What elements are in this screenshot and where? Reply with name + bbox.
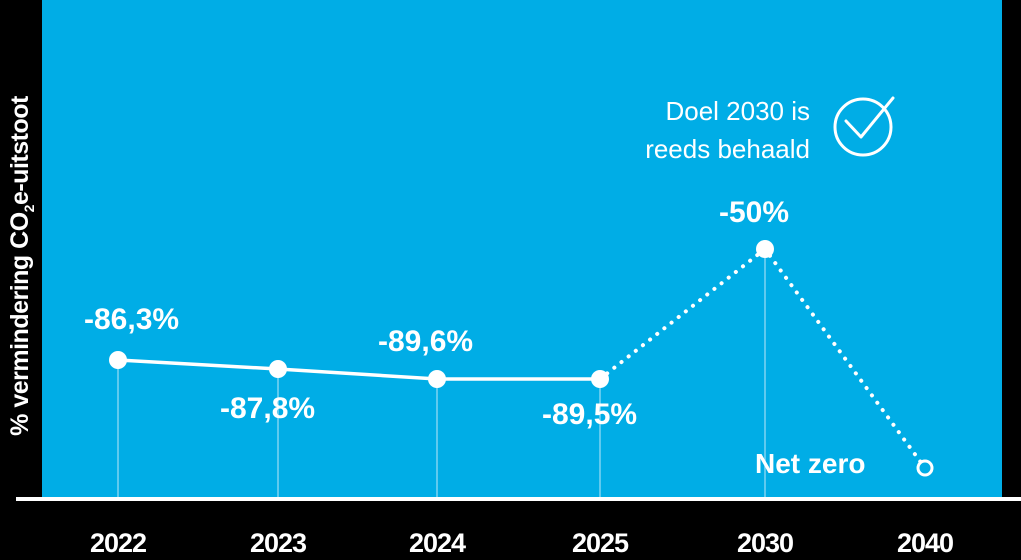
x-tick-2024: 2024 <box>408 528 466 558</box>
value-label-2030: -50% <box>719 196 790 229</box>
chart-panel <box>42 0 1002 497</box>
x-tick-2040: 2040 <box>896 528 954 558</box>
net-zero-label: Net zero <box>755 448 866 479</box>
value-label-2025: -89,5% <box>542 398 638 431</box>
target-line <box>598 246 927 470</box>
x-tick-2030: 2030 <box>736 528 794 558</box>
check-circle-icon <box>833 96 895 157</box>
x-tick-2022: 2022 <box>89 528 147 558</box>
value-label-2022: -86,3% <box>84 303 180 336</box>
value-label-2024: -89,6% <box>378 325 474 358</box>
x-tick-2023: 2023 <box>249 528 307 558</box>
goal-line-1: Doel 2030 is <box>665 96 810 126</box>
goal-line-2: reeds behaald <box>645 134 810 164</box>
data-points <box>109 240 774 388</box>
value-label-2023: -87,8% <box>220 392 316 425</box>
x-tick-2025: 2025 <box>571 528 629 558</box>
net-zero-point <box>916 459 934 477</box>
drop-lines <box>117 249 766 497</box>
goal-annotation: Doel 2030 is reeds behaald <box>610 92 810 168</box>
actual-line <box>117 358 600 381</box>
x-axis-line <box>16 497 1021 501</box>
